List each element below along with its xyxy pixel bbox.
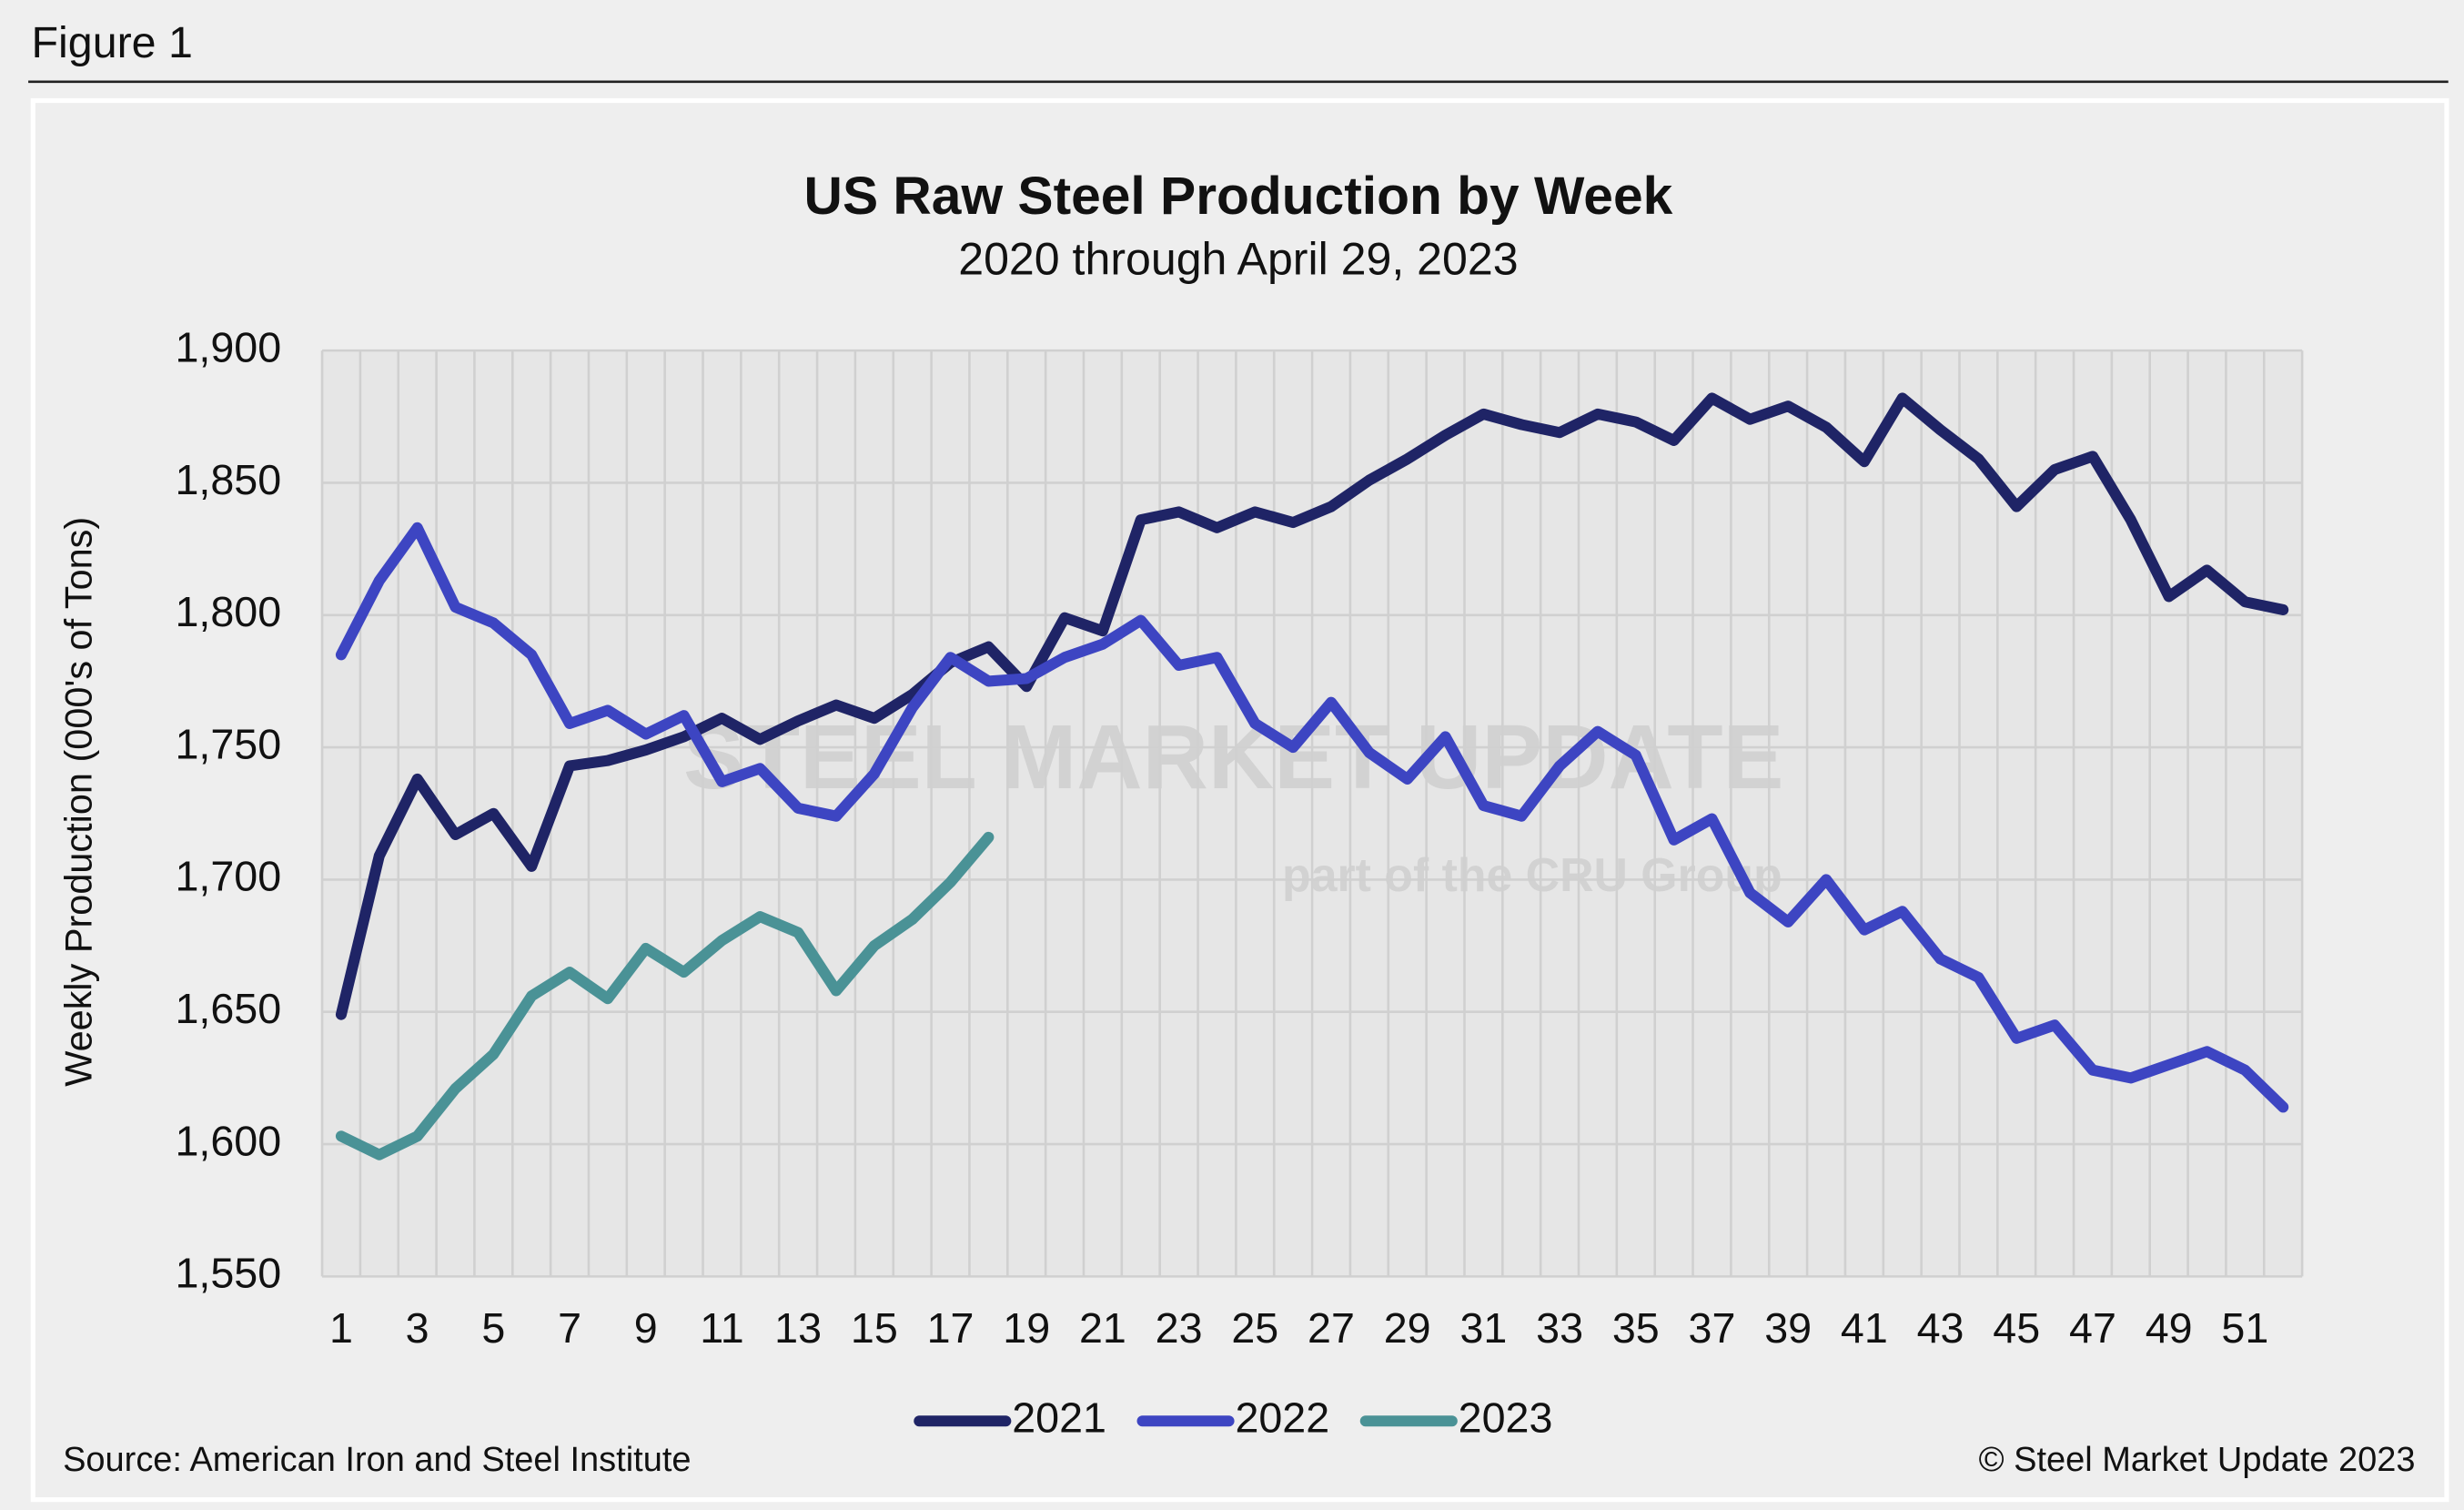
y-tick-label: 1,600: [175, 1117, 281, 1164]
x-tick-label: 31: [1459, 1304, 1507, 1352]
x-tick-label: 35: [1612, 1304, 1660, 1352]
x-tick-label: 7: [558, 1304, 581, 1352]
x-tick-label: 11: [700, 1304, 743, 1352]
series-line: [335, 392, 2289, 1020]
y-tick-label: 1,750: [175, 720, 281, 767]
legend-label: 2021: [1012, 1394, 1106, 1442]
x-tick-label: 27: [1308, 1304, 1355, 1352]
x-tick-label: 9: [634, 1304, 658, 1352]
x-tick-label: 43: [1917, 1304, 1964, 1352]
y-tick-label: 1,700: [175, 853, 281, 900]
y-tick-label: 1,650: [175, 985, 281, 1032]
x-tick-label: 15: [851, 1304, 898, 1352]
y-axis-label: Weekly Production (000's of Tons): [57, 517, 100, 1087]
watermark: STEEL MARKET UPDATE: [683, 706, 1783, 808]
y-tick-label: 1,900: [175, 323, 281, 370]
x-tick-label: 17: [927, 1304, 974, 1352]
x-tick-label: 45: [1993, 1304, 2040, 1352]
y-tick-label: 1,800: [175, 588, 281, 635]
copyright: © Steel Market Update 2023: [1979, 1441, 2416, 1479]
x-tick-label: 51: [2221, 1304, 2268, 1352]
x-tick-label: 1: [329, 1304, 353, 1352]
x-tick-label: 23: [1156, 1304, 1203, 1352]
chart-subtitle: 2020 through April 29, 2023: [958, 234, 1518, 285]
x-tick-label: 37: [1689, 1304, 1736, 1352]
x-tick-label: 13: [774, 1304, 822, 1352]
source: Source: American Iron and Steel Institut…: [63, 1441, 691, 1479]
y-tick-label: 1,550: [175, 1250, 281, 1297]
series-line: [335, 522, 2289, 1113]
x-tick-label: 5: [481, 1304, 505, 1352]
x-tick-label: 41: [1841, 1304, 1888, 1352]
x-tick-label: 21: [1079, 1304, 1126, 1352]
x-tick-label: 29: [1384, 1304, 1431, 1352]
legend-label: 2022: [1235, 1394, 1329, 1442]
watermark: part of the CRU Group: [1282, 848, 1782, 901]
chart-title: US Raw Steel Production by Week: [804, 167, 1673, 226]
figure-label: Figure 1: [32, 18, 193, 67]
x-tick-label: 3: [406, 1304, 429, 1352]
x-tick-label: 49: [2146, 1304, 2193, 1352]
x-tick-label: 25: [1231, 1304, 1278, 1352]
x-tick-label: 39: [1764, 1304, 1812, 1352]
x-tick-label: 19: [1003, 1304, 1050, 1352]
y-tick-label: 1,850: [175, 456, 281, 503]
series-line: [335, 831, 995, 1160]
legend-label: 2023: [1459, 1394, 1553, 1442]
x-tick-label: 33: [1536, 1304, 1583, 1352]
x-tick-label: 47: [2069, 1304, 2116, 1352]
